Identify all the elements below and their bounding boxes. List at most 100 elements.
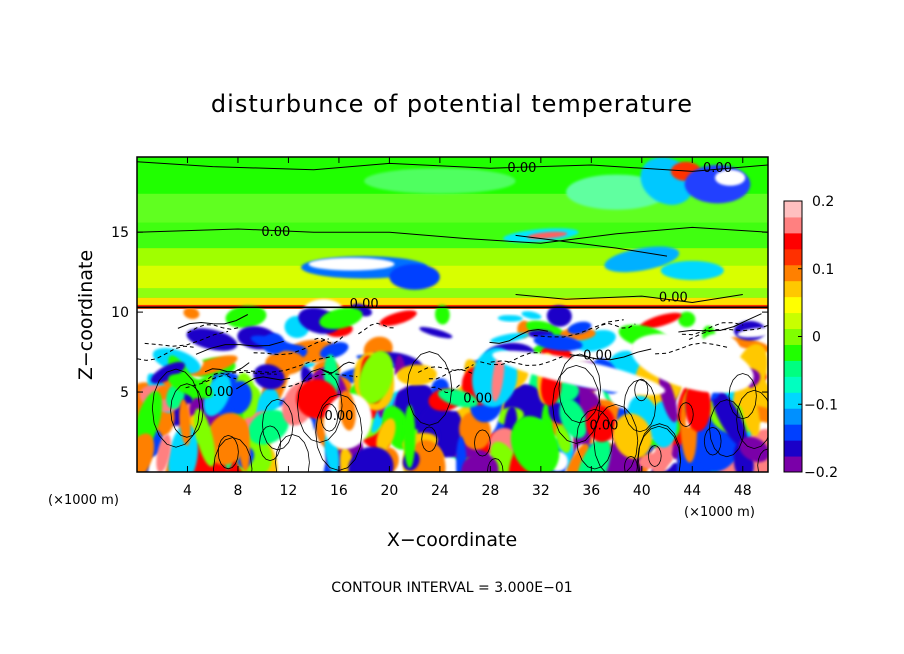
x-tick-label: 4 bbox=[183, 483, 192, 499]
y-axis-label: Z−coordinate bbox=[75, 250, 97, 380]
contour-line bbox=[533, 319, 624, 338]
contour-line bbox=[552, 364, 601, 444]
contour-line bbox=[177, 314, 249, 329]
contour-label: 0.00 bbox=[659, 291, 688, 306]
field-patch bbox=[714, 169, 746, 186]
colorbar-swatch bbox=[784, 392, 802, 409]
x-tick-label: 20 bbox=[380, 483, 398, 499]
field-patch bbox=[527, 231, 568, 239]
contour-line bbox=[655, 342, 728, 355]
field-patch bbox=[497, 315, 523, 322]
field-patch bbox=[156, 434, 172, 472]
colorbar-swatch bbox=[784, 280, 802, 298]
contour-line bbox=[202, 372, 237, 383]
colorbar-swatch bbox=[784, 312, 802, 330]
contour-line bbox=[480, 352, 541, 366]
contour-line bbox=[253, 338, 329, 356]
contour-label: 0.00 bbox=[583, 348, 612, 363]
contour-line bbox=[703, 426, 722, 456]
contour-line bbox=[637, 423, 682, 472]
contour-line bbox=[728, 373, 757, 420]
contour-line bbox=[195, 340, 284, 355]
field-patch bbox=[490, 441, 527, 472]
x-tick-label: 24 bbox=[431, 483, 449, 499]
field-patch bbox=[660, 260, 724, 281]
x-unit-left: (×1000 m) bbox=[48, 493, 119, 508]
field-patch bbox=[225, 305, 267, 329]
contour-line bbox=[261, 398, 294, 451]
field-patch bbox=[604, 246, 680, 273]
field-patch bbox=[737, 327, 768, 338]
colorbar-swatch bbox=[784, 296, 802, 314]
contour-line bbox=[417, 364, 474, 373]
contour-line bbox=[558, 353, 601, 424]
contour-line bbox=[296, 368, 343, 443]
colorbar-swatch bbox=[784, 232, 802, 250]
colorbar-swatch bbox=[784, 456, 802, 473]
contour-line bbox=[489, 328, 548, 344]
field-patch bbox=[379, 310, 417, 327]
field-patch bbox=[296, 379, 339, 419]
field-patch bbox=[510, 415, 560, 472]
field-band bbox=[137, 222, 768, 249]
x-tick-label: 44 bbox=[683, 483, 701, 499]
contour-line bbox=[474, 429, 491, 457]
contour-line bbox=[623, 379, 657, 433]
field-patch bbox=[403, 404, 416, 469]
contour-line bbox=[213, 437, 253, 472]
colorbar-swatch bbox=[784, 201, 802, 218]
field-patch bbox=[396, 364, 437, 386]
field-patch bbox=[613, 413, 652, 459]
field-patch bbox=[168, 374, 213, 399]
field-patch bbox=[419, 327, 453, 339]
contour-line bbox=[736, 389, 768, 450]
contour-line bbox=[151, 368, 201, 448]
y-axis: 5 10 15 bbox=[111, 225, 768, 401]
contour-line bbox=[678, 313, 762, 333]
plot-frame bbox=[136, 156, 769, 473]
colorbar-swatch bbox=[784, 424, 802, 441]
contour-line bbox=[320, 403, 338, 432]
field-patch bbox=[630, 333, 754, 393]
field-patch bbox=[559, 398, 587, 439]
y-tick-label: 15 bbox=[111, 225, 129, 241]
colorbar-swatch bbox=[784, 248, 802, 266]
x-tick-label: 8 bbox=[233, 483, 242, 499]
field-patch bbox=[238, 419, 250, 472]
contour-line bbox=[185, 371, 277, 389]
colorbar-swatch bbox=[784, 360, 802, 377]
contour-label: 0.00 bbox=[589, 419, 618, 434]
field-band bbox=[137, 297, 768, 306]
colorbar-swatch bbox=[784, 328, 802, 345]
chart-title: disturbunce of potential temperature bbox=[211, 90, 693, 118]
contour-line bbox=[358, 322, 396, 335]
contour-interval-note: CONTOUR INTERVAL = 3.000E−01 bbox=[331, 580, 572, 596]
field-patch bbox=[183, 307, 200, 319]
field-patch bbox=[205, 412, 249, 465]
plot-area: 0.00 0.00 0.00 0.00 0.00 0.00 0.00 0.00 0.00 0.00 bbox=[136, 156, 769, 473]
field-patch bbox=[678, 311, 696, 328]
contour-line bbox=[236, 376, 291, 390]
heatmap-field bbox=[137, 157, 768, 472]
contour-line bbox=[421, 426, 438, 453]
field-patch bbox=[179, 399, 191, 446]
y-tick-label: 5 bbox=[120, 385, 129, 401]
colorbar-tick-label: −0.2 bbox=[804, 465, 838, 481]
colorbar-tick-label: −0.1 bbox=[804, 397, 838, 413]
contour-line bbox=[576, 408, 614, 470]
contour-line bbox=[636, 425, 681, 472]
contour-label: 0.00 bbox=[703, 161, 732, 176]
field-patch bbox=[364, 168, 516, 194]
x-tick-label: 48 bbox=[734, 483, 752, 499]
field-patch bbox=[563, 443, 590, 472]
field-patch bbox=[546, 305, 572, 327]
x-tick-label: 32 bbox=[532, 483, 550, 499]
contour-line bbox=[515, 234, 668, 257]
field-patch bbox=[339, 390, 356, 431]
contour-line bbox=[681, 322, 744, 336]
contour-line bbox=[137, 161, 768, 172]
contour-line bbox=[236, 355, 334, 373]
field-patch bbox=[348, 446, 394, 472]
contour-line bbox=[595, 322, 636, 330]
field-patch bbox=[308, 257, 395, 271]
